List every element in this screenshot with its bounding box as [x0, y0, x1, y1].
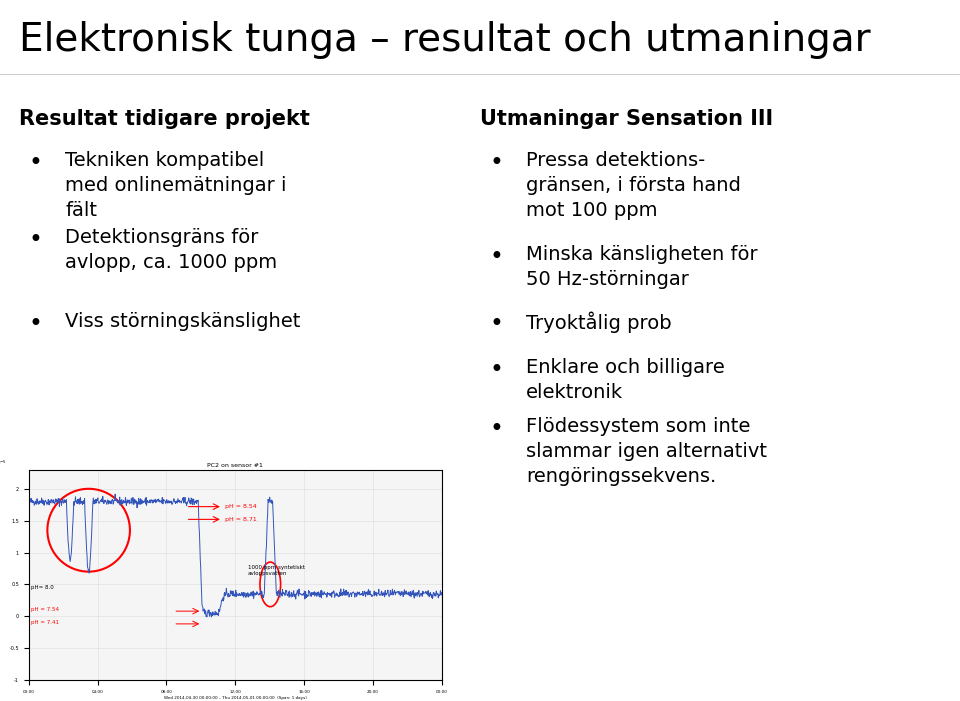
Text: •: •	[490, 358, 503, 381]
X-axis label: Wed 2014-04-30 00:00:00 – Thu 2014-05-01 00:00:00  (Span: 1 days): Wed 2014-04-30 00:00:00 – Thu 2014-05-01…	[164, 697, 306, 700]
Text: Utmaningar Sensation III: Utmaningar Sensation III	[480, 109, 773, 129]
Text: •: •	[490, 245, 503, 269]
Text: Enklare och billigare
elektronik: Enklare och billigare elektronik	[526, 358, 725, 402]
Text: •: •	[29, 228, 42, 252]
Text: Pressa detektions-
gränsen, i första hand
mot 100 ppm: Pressa detektions- gränsen, i första han…	[526, 151, 741, 219]
Text: •: •	[490, 151, 503, 175]
Text: •: •	[490, 312, 503, 336]
Text: Detektionsgräns för
avlopp, ca. 1000 ppm: Detektionsgräns för avlopp, ca. 1000 ppm	[65, 228, 277, 272]
Text: Viss störningskänslighet: Viss störningskänslighet	[65, 312, 300, 331]
Text: Tryoktålig prob: Tryoktålig prob	[526, 312, 672, 334]
Text: Flödessystem som inte
slammar igen alternativt
rengöringssekvens.: Flödessystem som inte slammar igen alter…	[526, 417, 767, 486]
Text: 1000 ppm syntetiskt
avloppsvatten: 1000 ppm syntetiskt avloppsvatten	[248, 565, 304, 576]
Title: PC2 on sensor #1: PC2 on sensor #1	[207, 463, 263, 468]
Text: pH = 8.54: pH = 8.54	[225, 504, 256, 509]
Text: pH = 7.41: pH = 7.41	[31, 620, 59, 625]
Text: Elektronisk tunga – resultat och utmaningar: Elektronisk tunga – resultat och utmanin…	[19, 21, 871, 59]
Text: $\times10^{-5}$: $\times10^{-5}$	[0, 458, 7, 468]
Text: pH= 8.0: pH= 8.0	[31, 585, 54, 590]
Text: •: •	[29, 151, 42, 175]
Text: pH = 8.71: pH = 8.71	[225, 517, 256, 522]
Text: pH = 7.54: pH = 7.54	[31, 607, 59, 612]
Text: •: •	[490, 417, 503, 441]
Text: Resultat tidigare projekt: Resultat tidigare projekt	[19, 109, 310, 129]
Text: Tekniken kompatibel
med onlinemätningar i
fält: Tekniken kompatibel med onlinemätningar …	[65, 151, 287, 219]
Text: Minska känsligheten för
50 Hz-störningar: Minska känsligheten för 50 Hz-störningar	[526, 245, 757, 290]
Text: •: •	[29, 312, 42, 336]
